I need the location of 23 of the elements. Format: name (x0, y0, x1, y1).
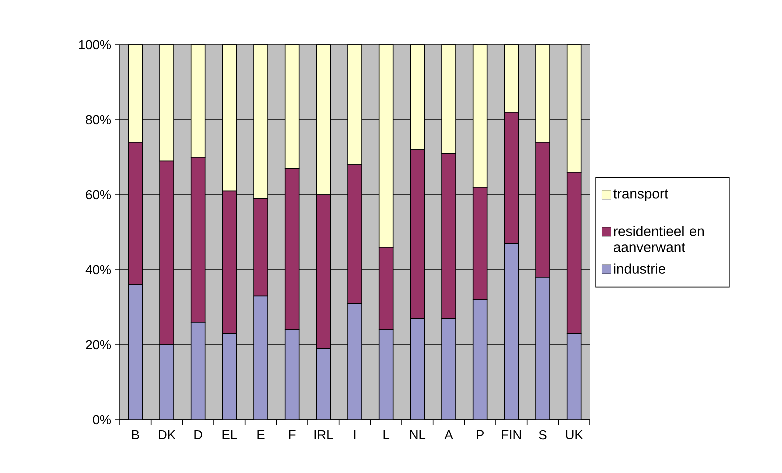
y-tick-label: 20% (86, 340, 112, 350)
x-tick-label: S (539, 430, 547, 440)
x-tick-label: B (132, 430, 140, 440)
x-tick-label: F (289, 430, 296, 440)
x-tick-label: A (444, 430, 454, 440)
legend-label: industrie (614, 264, 666, 274)
legend-label: transport (614, 190, 668, 202)
x-tick-label: I (354, 430, 356, 440)
y-tick-label: 80% (86, 115, 112, 125)
y-tick-label: 60% (86, 190, 112, 200)
x-tick-label: EL (222, 430, 238, 440)
x-tick-label: UK (566, 430, 584, 440)
x-tick-label: D (194, 430, 202, 440)
x-tick-label: P (477, 430, 484, 440)
x-tick-label: E (258, 430, 265, 440)
x-tick-label: L (384, 430, 390, 440)
y-tick-label: 100% (79, 40, 112, 50)
x-tick-label: DK (159, 430, 176, 440)
x-tick-label: IRL (314, 430, 334, 440)
y-tick-label: 40% (86, 265, 112, 275)
x-tick-label: FIN (502, 430, 522, 440)
y-tick-label: 0% (93, 415, 112, 425)
x-tick-label: NL (410, 430, 426, 440)
